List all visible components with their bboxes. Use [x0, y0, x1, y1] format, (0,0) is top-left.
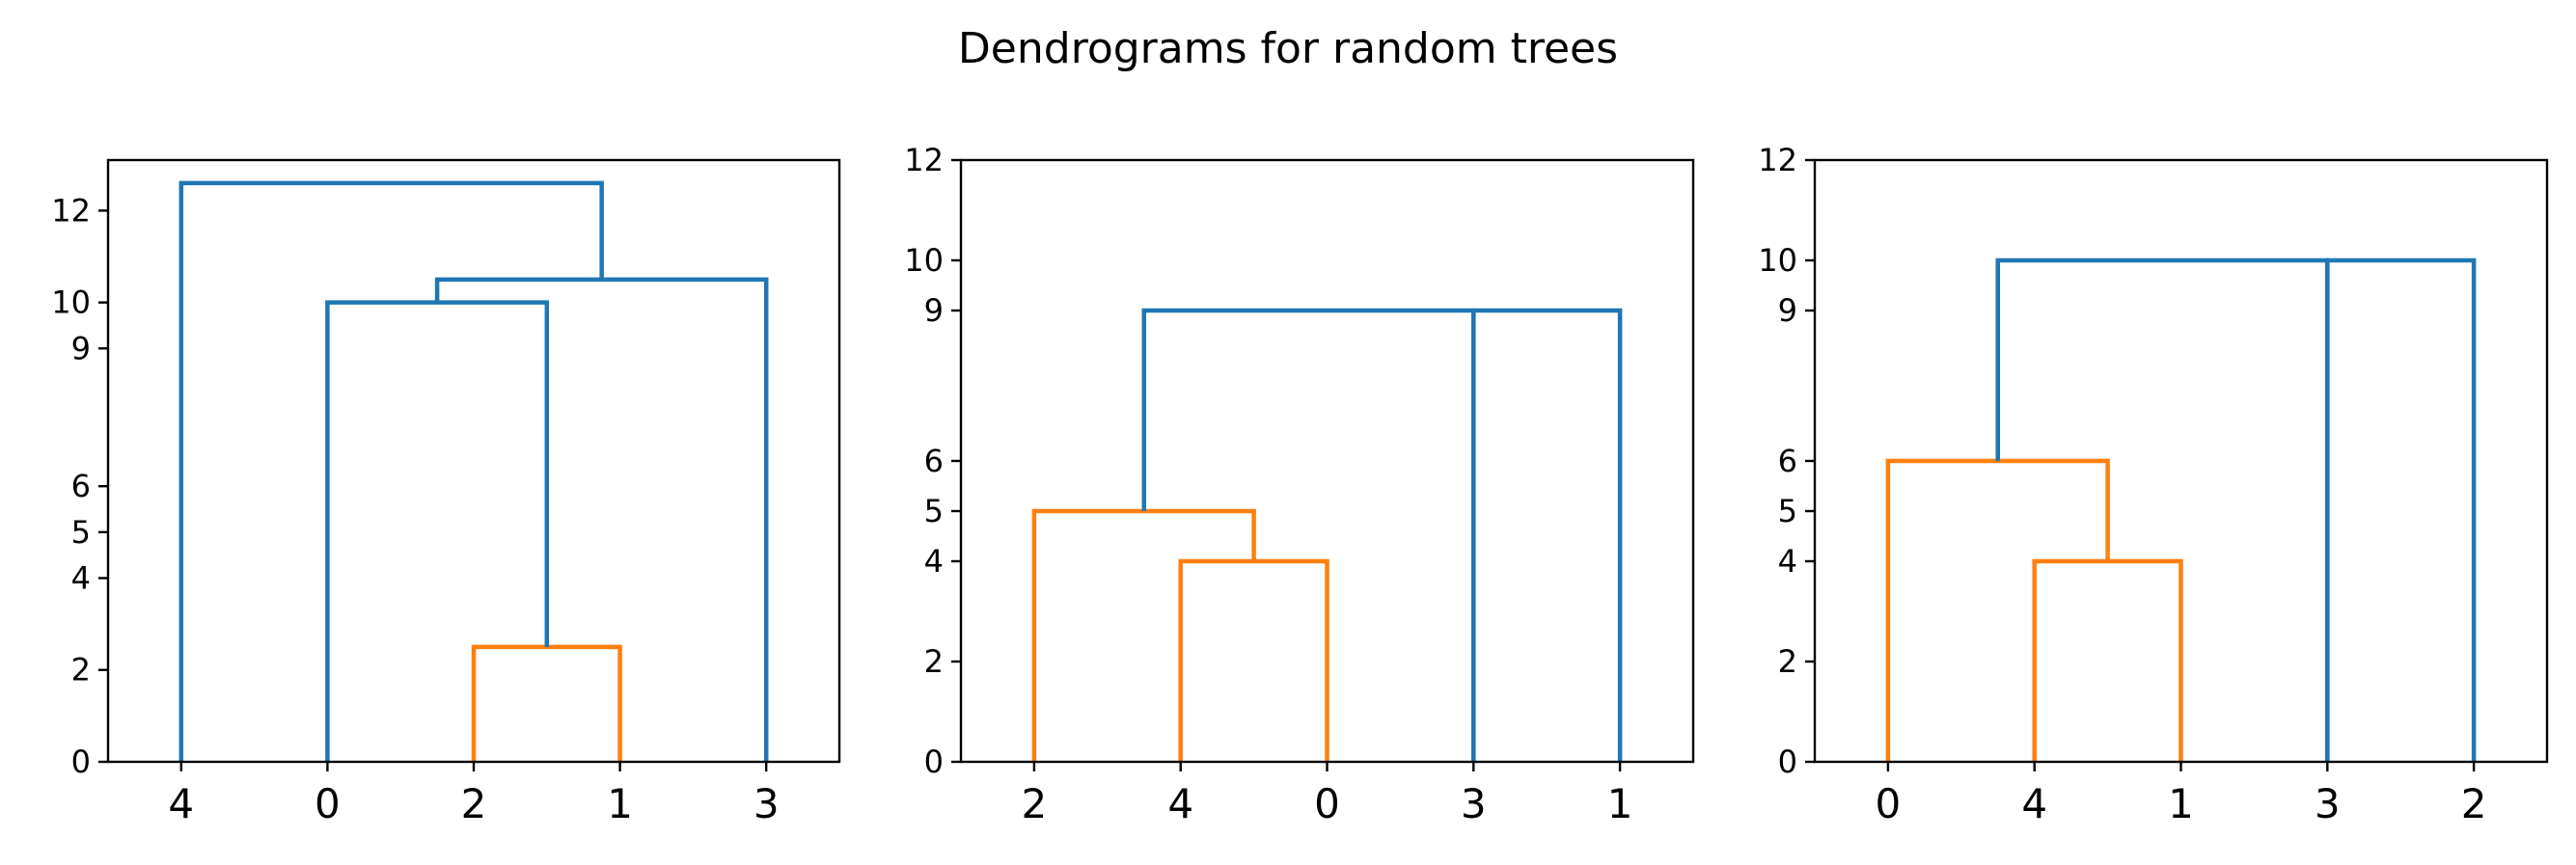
- dendrogram-link: [1995, 257, 2330, 762]
- y-tick-label: 12: [1758, 142, 1797, 178]
- leaf-label: 1: [1607, 780, 1633, 827]
- y-tick-label: 4: [1778, 543, 1797, 580]
- dendrogram-link: [1141, 308, 1476, 762]
- figure-title: Dendrograms for random trees: [958, 24, 1618, 73]
- leaf-label: 3: [754, 780, 780, 827]
- leaf-label: 4: [2021, 780, 2047, 827]
- leaf-label: 2: [2461, 780, 2487, 827]
- y-tick-label: 9: [71, 330, 91, 366]
- y-tick-label: 6: [71, 468, 91, 504]
- leaf-label: 2: [461, 780, 487, 827]
- y-tick-label: 0: [924, 743, 944, 780]
- leaf-label: 1: [2168, 780, 2194, 827]
- y-tick-label: 10: [904, 242, 944, 279]
- dendrogram-link: [434, 277, 769, 762]
- dendrogram-panel-1: 0 2 4 5 6 9 10 12 4 0 2 1 3: [51, 158, 841, 827]
- leaf-label: 3: [1461, 780, 1487, 827]
- y-tick-label: 5: [71, 514, 91, 551]
- y-tick-label: 6: [924, 443, 944, 479]
- dendrogram-link: [1471, 308, 1623, 762]
- leaf-label: 3: [2315, 780, 2341, 827]
- dendrogram-link: [1178, 558, 1329, 762]
- dendrogram-panel-3: 0 2 4 5 6 9 10 12 0 4 1 3 2: [1758, 142, 2549, 827]
- y-tick-label: 9: [1778, 292, 1797, 329]
- y-tick-label: 2: [924, 643, 944, 680]
- dendrogram-link: [2032, 558, 2183, 762]
- dendrogram-link: [471, 644, 622, 762]
- y-tick-label: 2: [71, 652, 91, 689]
- leaf-label: 2: [1022, 780, 1048, 827]
- y-tick-label: 0: [71, 743, 91, 780]
- dendrogram-panel-2: 0 2 4 5 6 9 10 12 2 4 0 3 1: [904, 142, 1695, 827]
- y-tick-label: 2: [1778, 643, 1797, 680]
- y-tick-label: 9: [924, 292, 944, 329]
- leaf-label: 4: [168, 780, 194, 827]
- dendrogram-link: [325, 300, 550, 762]
- dendrogram-link: [1885, 458, 2110, 762]
- dendrogram-link: [1031, 508, 1256, 762]
- leaf-label: 4: [1167, 780, 1193, 827]
- leaf-label: 1: [607, 780, 633, 827]
- dendrogram-link: [178, 180, 604, 762]
- y-tick-label: 12: [51, 192, 91, 229]
- leaf-label: 0: [315, 780, 341, 827]
- y-tick-label: 5: [1778, 493, 1797, 529]
- y-tick-label: 5: [924, 493, 944, 529]
- y-tick-label: 4: [71, 559, 91, 596]
- y-tick-label: 4: [924, 543, 944, 580]
- dendrogram-link: [2325, 257, 2477, 762]
- y-tick-label: 12: [904, 142, 944, 178]
- y-tick-label: 10: [1758, 242, 1797, 279]
- leaf-label: 0: [1876, 780, 1902, 827]
- leaf-label: 0: [1314, 780, 1340, 827]
- y-tick-label: 6: [1778, 443, 1797, 479]
- y-tick-label: 10: [51, 284, 91, 321]
- y-tick-label: 0: [1778, 743, 1797, 780]
